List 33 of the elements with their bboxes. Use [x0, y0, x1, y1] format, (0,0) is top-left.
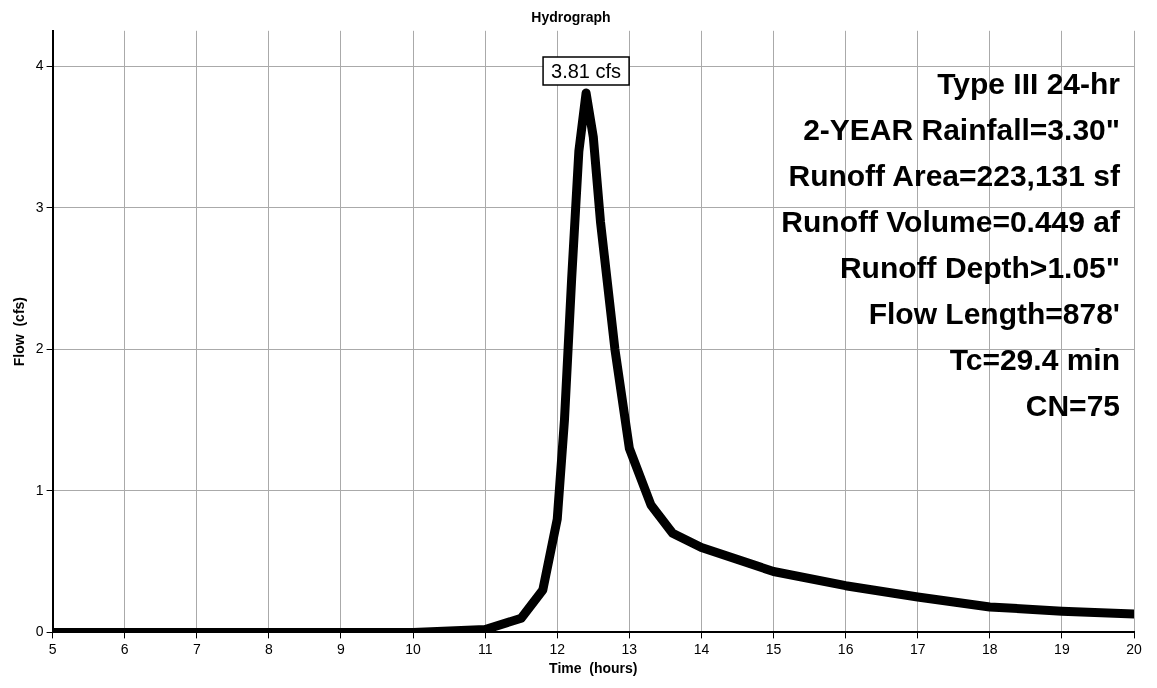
y-tick-label: 4 [35, 57, 44, 74]
x-tick-label: 13 [621, 640, 638, 657]
x-axis-title: Time (hours) [549, 660, 638, 677]
annotation: Tc=29.4 min [949, 343, 1120, 377]
x-tick-label: 7 [192, 640, 201, 657]
x-tick-label: 20 [1126, 640, 1142, 657]
x-tick-label: 15 [765, 640, 782, 657]
x-tick-label: 5 [48, 640, 57, 657]
x-tick-label: 18 [982, 640, 998, 657]
data-label: 3.81 cfs [551, 59, 622, 82]
annotation: CN=75 [1025, 389, 1120, 423]
x-tick-label: 6 [120, 640, 129, 657]
y-tick-label: 3 [35, 198, 44, 215]
annotation: Flow Length=878' [868, 297, 1120, 331]
annotation: Runoff Area=223,131 sf [788, 159, 1121, 193]
x-tick-label: 17 [909, 640, 926, 657]
y-axis-title: Flow (cfs) [11, 296, 28, 367]
annotation: Runoff Volume=0.449 af [781, 205, 1122, 239]
x-tick-label: 19 [1054, 640, 1070, 657]
x-tick-label: 11 [477, 640, 493, 657]
y-tick-label: 1 [35, 481, 44, 498]
x-tick-label: 16 [837, 640, 854, 657]
annotation: Type III 24-hr [937, 67, 1121, 101]
x-tick-label: 8 [264, 640, 273, 657]
annotation: Runoff Depth>1.05" [839, 251, 1120, 285]
y-tick-label: 2 [35, 340, 44, 357]
x-tick-label: 9 [337, 640, 346, 657]
x-tick-label: 10 [405, 640, 422, 657]
y-tick-label: 0 [35, 623, 44, 640]
chart-title: Hydrograph [531, 9, 611, 26]
x-tick-label: 12 [549, 640, 566, 657]
x-tick-label: 14 [693, 640, 710, 657]
annotation: 2-YEAR Rainfall=3.30" [803, 113, 1120, 147]
